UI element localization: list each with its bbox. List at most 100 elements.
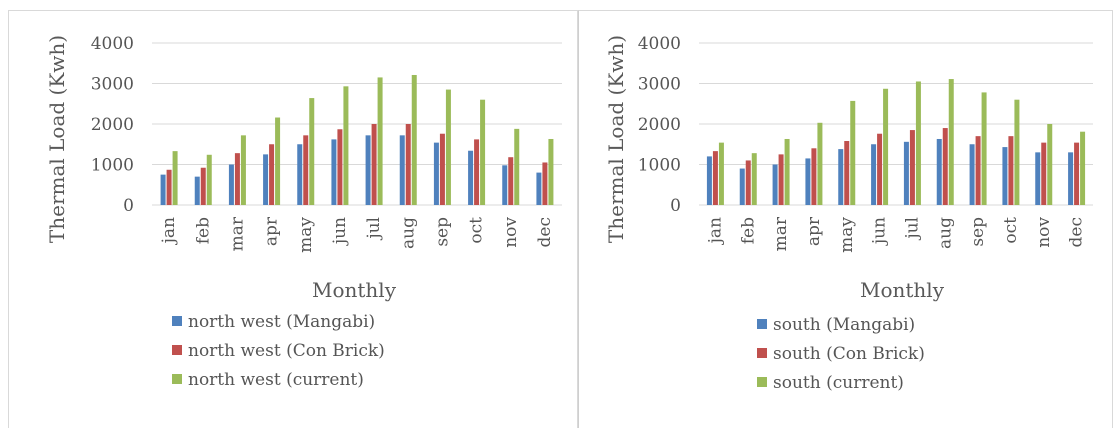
- bar: [739, 168, 745, 205]
- x-tick-label: jan: [159, 217, 179, 245]
- bar: [172, 151, 178, 205]
- x-tick-label: may: [837, 217, 857, 253]
- chart-panel-south: 0 1000 2000 3000 4000 jan feb mar apr may jun jul au…: [578, 10, 1113, 428]
- bar: [850, 100, 856, 205]
- bar: [1047, 124, 1053, 205]
- x-tick-label: mar: [227, 216, 247, 251]
- bar: [405, 124, 411, 205]
- bar: [1074, 142, 1080, 205]
- x-axis-title: Monthly: [860, 278, 945, 302]
- bar: [240, 135, 246, 205]
- bar: [745, 160, 751, 205]
- bar: [871, 144, 877, 205]
- bar: [468, 150, 474, 205]
- bar: [542, 162, 548, 205]
- bar: [433, 142, 439, 205]
- x-tick-label: nov: [1034, 217, 1054, 248]
- y-tick-label: 0: [670, 196, 681, 216]
- bar: [309, 98, 315, 205]
- bar: [903, 141, 909, 205]
- x-tick-label: jul: [364, 217, 384, 241]
- bar: [1080, 131, 1086, 205]
- bar: [343, 86, 349, 205]
- y-tick-label: 1000: [91, 156, 134, 176]
- bar: [718, 142, 724, 205]
- x-tick-label: aug: [398, 217, 418, 249]
- bar: [772, 164, 778, 205]
- bar: [883, 88, 889, 205]
- legend-label: north west (current): [188, 370, 364, 390]
- bar: [275, 117, 281, 205]
- bar: [371, 124, 377, 205]
- x-tick-label: dec: [535, 217, 555, 247]
- legend-label: south (current): [773, 373, 904, 393]
- bar: [269, 144, 275, 205]
- bar: [502, 165, 508, 205]
- y-tick-label: 2000: [91, 115, 134, 135]
- y-tick-label: 4000: [638, 34, 681, 54]
- bar: [805, 158, 811, 205]
- bar: [536, 172, 542, 205]
- legend-label: south (Con Brick): [773, 344, 925, 364]
- bar: [234, 153, 240, 205]
- bar: [365, 135, 371, 205]
- x-tick-label: sep: [968, 217, 988, 247]
- x-tick-label: may: [296, 217, 316, 253]
- bar: [784, 138, 790, 205]
- bar: [399, 135, 405, 205]
- y-tick-label: 1000: [638, 156, 681, 176]
- bar: [838, 149, 844, 205]
- bar: [817, 122, 823, 205]
- bar: [160, 174, 166, 205]
- x-tick-label: nov: [501, 217, 521, 248]
- x-tick-label: jun: [870, 217, 890, 246]
- bar: [206, 154, 212, 205]
- bar: [1041, 142, 1047, 205]
- bar: [969, 144, 975, 205]
- bar: [751, 153, 757, 205]
- bar: [263, 154, 269, 205]
- x-tick-label: feb: [738, 217, 758, 244]
- bar: [712, 151, 718, 205]
- x-tick-label: dec: [1067, 217, 1087, 247]
- bar: [1008, 136, 1014, 205]
- bar: [909, 130, 915, 205]
- y-axis-title: Thermal Load (Kwh): [45, 35, 69, 243]
- bar: [706, 156, 712, 205]
- legend-swatch: [172, 374, 182, 384]
- legend-label: north west (Con Brick): [188, 341, 385, 361]
- bar: [915, 81, 921, 205]
- chart-panel-north-west: 0 1000 2000 3000 4000 jan feb mar apr may jun jul au…: [8, 10, 578, 428]
- bar: [228, 164, 234, 205]
- bar: [377, 77, 383, 205]
- bar: [981, 92, 987, 205]
- x-tick-label: aug: [935, 217, 955, 249]
- bar: [200, 167, 206, 205]
- bar: [936, 138, 942, 205]
- y-tick-label: 2000: [638, 115, 681, 135]
- bar: [166, 169, 172, 205]
- bar: [474, 139, 480, 205]
- y-axis-title: Thermal Load (Kwh): [604, 35, 628, 243]
- legend-label: south (Mangabi): [773, 315, 915, 335]
- legend-label: north west (Mangabi): [188, 312, 375, 332]
- bar: [942, 128, 948, 205]
- bar: [514, 128, 520, 205]
- bar: [548, 138, 554, 205]
- y-tick-label: 3000: [91, 75, 134, 95]
- bar: [411, 74, 417, 205]
- y-tick-label: 3000: [638, 75, 681, 95]
- bar: [1002, 147, 1008, 205]
- x-tick-label: jul: [902, 217, 922, 241]
- legend-swatch: [757, 348, 767, 358]
- bar: [877, 133, 883, 205]
- x-tick-label: oct: [1001, 217, 1021, 244]
- y-tick-label: 0: [123, 196, 134, 216]
- bar: [844, 141, 850, 205]
- legend-swatch: [172, 345, 182, 355]
- x-tick-label: oct: [467, 217, 487, 244]
- x-tick-label: mar: [771, 216, 791, 251]
- bar: [439, 133, 445, 205]
- bar: [1035, 152, 1041, 205]
- bar: [337, 129, 343, 205]
